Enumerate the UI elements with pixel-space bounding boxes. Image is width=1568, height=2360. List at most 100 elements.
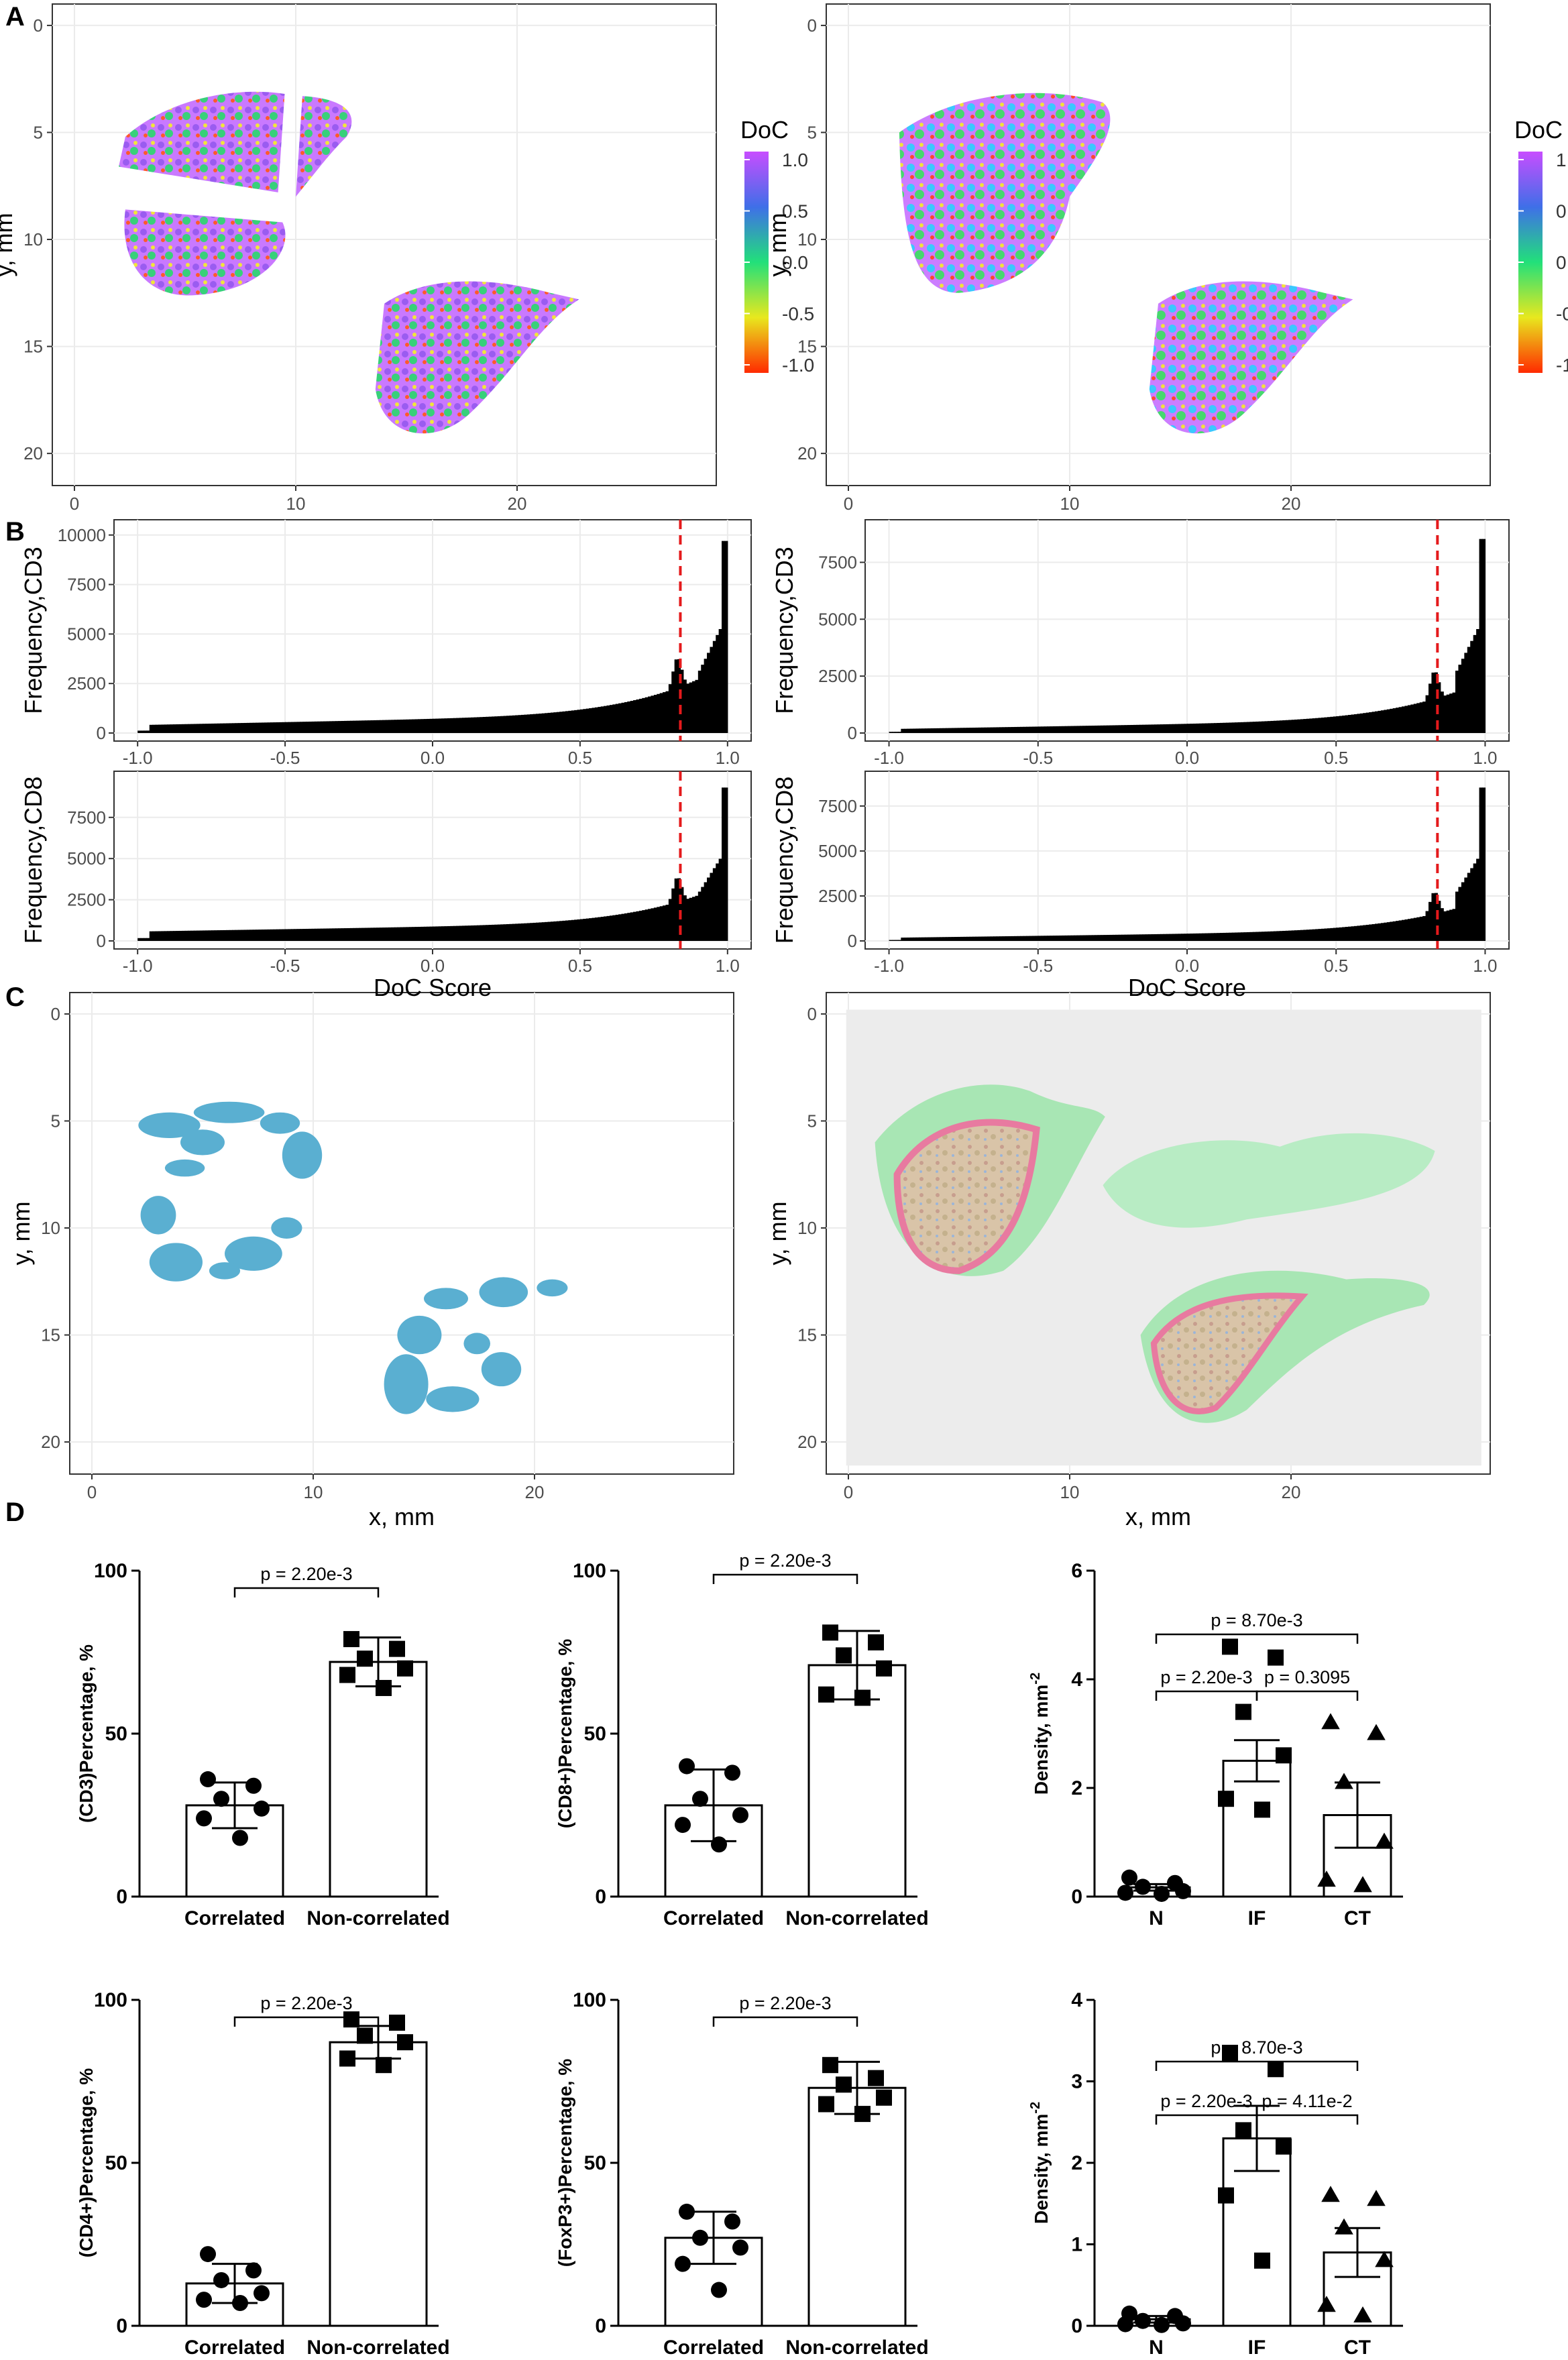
- histogram-bar: [930, 937, 934, 941]
- histogram-bar: [1306, 718, 1310, 733]
- histogram-bar: [1142, 934, 1146, 941]
- histogram-bar: [1404, 919, 1408, 941]
- histogram-bar: [1252, 932, 1256, 941]
- histogram-bar: [315, 928, 319, 941]
- histogram-bar: [930, 728, 934, 733]
- histogram-bar: [530, 923, 534, 941]
- histogram-bar: [1082, 935, 1086, 941]
- histogram-bar: [1333, 716, 1337, 733]
- y-tick-label: 20: [23, 443, 43, 463]
- histogram-bar: [465, 718, 469, 733]
- y-axis-label: Density, mm-2: [1028, 1673, 1052, 1795]
- y-tick-label: 10: [797, 1218, 817, 1238]
- histogram-bar: [290, 929, 294, 941]
- histogram-bar: [172, 724, 176, 733]
- histogram-bar: [1026, 726, 1030, 733]
- histogram-bar: [368, 928, 372, 941]
- histogram-bar: [1031, 726, 1035, 733]
- histogram-bar: [533, 714, 537, 733]
- x-tick-label: 0.5: [1324, 748, 1348, 768]
- histogram-bar: [1303, 930, 1307, 941]
- data-point-triangle: [1317, 2296, 1336, 2312]
- cell-cluster: [180, 1129, 225, 1156]
- histogram-bar: [1181, 934, 1185, 941]
- histogram-bar: [326, 721, 330, 733]
- histogram-bar: [305, 722, 309, 733]
- histogram-bar: [1330, 928, 1334, 941]
- histogram-bar: [1041, 936, 1045, 941]
- data-point-circle: [675, 2255, 691, 2272]
- data-point-circle: [692, 1791, 708, 1807]
- y-axis-label: Frequency,CD3: [771, 547, 798, 714]
- histogram-bar: [1020, 726, 1024, 733]
- histogram-bar: [1425, 911, 1429, 941]
- histogram-bar: [680, 887, 684, 941]
- histogram-bar: [1109, 934, 1113, 941]
- y-tick-label: 50: [105, 1723, 127, 1745]
- histogram-bar: [1309, 718, 1313, 733]
- cell-cluster: [138, 1112, 201, 1138]
- histogram-bar: [1154, 934, 1158, 941]
- y-tick-label: 5000: [67, 848, 106, 868]
- histogram-bar: [140, 938, 144, 941]
- data-point-square: [389, 2015, 405, 2031]
- histogram-bar: [1270, 720, 1274, 733]
- histogram-bar: [1449, 909, 1453, 941]
- histogram-bar: [671, 888, 675, 941]
- legend-title: DoC: [1514, 116, 1563, 144]
- histogram-bar: [1198, 723, 1202, 733]
- histogram-bar: [642, 910, 646, 941]
- histogram-bar: [261, 722, 265, 733]
- histogram-bar: [1464, 877, 1468, 941]
- histogram-bar: [1157, 934, 1161, 941]
- histogram-bar: [480, 925, 484, 941]
- histogram-bar: [1035, 936, 1039, 941]
- histogram-bar: [897, 732, 901, 733]
- legend-tick-label: 1.0: [1556, 150, 1568, 170]
- legend-tick-label: -0.5: [782, 304, 814, 325]
- histogram-bar: [535, 922, 539, 941]
- histogram-bar: [583, 709, 587, 733]
- histogram-bar: [231, 930, 235, 941]
- histogram-bar: [1464, 653, 1468, 733]
- legend-tick-label: -1.0: [1556, 355, 1568, 376]
- significance-bracket: [1255, 2114, 1359, 2125]
- data-point-circle: [196, 2292, 212, 2308]
- histogram-bar: [506, 716, 510, 733]
- histogram-bar: [1288, 930, 1292, 941]
- histogram-bar: [1118, 725, 1122, 733]
- histogram-bar: [940, 728, 944, 733]
- histogram-bar: [589, 918, 593, 941]
- y-tick-label: 0: [848, 931, 857, 951]
- histogram-bar: [1291, 720, 1295, 733]
- histogram-bar: [981, 936, 985, 941]
- data-point-square: [1222, 2044, 1238, 2061]
- histogram-bar: [476, 717, 480, 733]
- histogram-bar: [1225, 722, 1229, 733]
- histogram-bar: [335, 721, 339, 733]
- cell-cluster: [384, 1354, 429, 1414]
- panel-letter-c: C: [5, 982, 25, 1012]
- histogram-bar: [391, 927, 395, 941]
- histogram-bar: [585, 708, 590, 733]
- histogram-bar: [267, 929, 271, 941]
- histogram-bar: [556, 921, 560, 941]
- tissue-section-upper-right: [296, 96, 352, 197]
- chart-b-tr: -1.0 -0.5 0.0 0.5 1.0 0 2500 5000 7500 Frequency,…: [771, 519, 1510, 768]
- histogram-bar: [315, 721, 319, 733]
- histogram-bar: [152, 931, 156, 941]
- histogram-bar: [1181, 724, 1185, 733]
- category-label: IF: [1248, 2337, 1266, 2359]
- histogram-bar: [347, 720, 351, 733]
- histogram-bar: [246, 930, 250, 941]
- histogram-bar: [190, 724, 194, 733]
- histogram-bar: [1384, 710, 1388, 733]
- histogram-bar: [1315, 929, 1319, 941]
- cell-cluster: [479, 1277, 528, 1308]
- histogram-bar: [901, 728, 905, 733]
- histogram-bar: [497, 716, 501, 733]
- data-point-square: [836, 1647, 852, 1664]
- histogram-bar: [435, 718, 439, 733]
- panel-letter-b: B: [5, 517, 25, 547]
- histogram-bar: [1324, 928, 1328, 941]
